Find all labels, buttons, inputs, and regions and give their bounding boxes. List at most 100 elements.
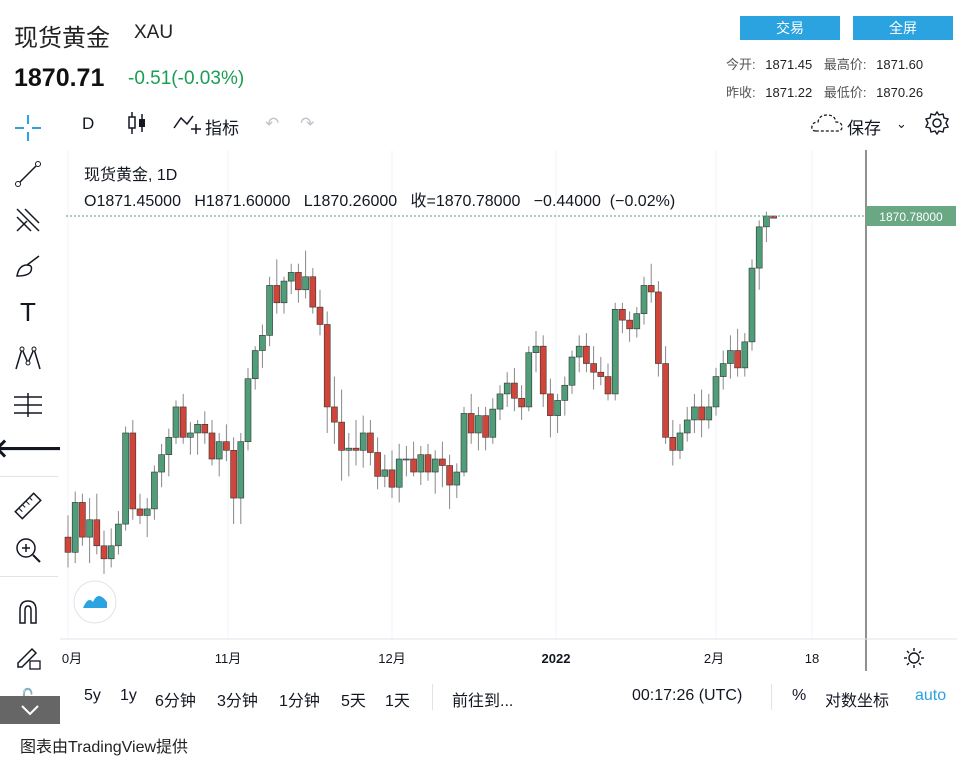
magnet-icon[interactable] [10, 594, 46, 630]
candle [410, 441, 417, 477]
pattern-icon[interactable] [10, 340, 46, 376]
candle [489, 398, 497, 444]
candle-body [583, 345, 590, 364]
chevron-down-icon[interactable]: ⌄ [896, 116, 907, 131]
x-tick-label: 18 [805, 651, 819, 666]
candle [100, 530, 108, 574]
zoom-in-icon[interactable] [10, 532, 46, 568]
candle [719, 350, 727, 390]
candle-body [727, 350, 734, 364]
candle [172, 400, 180, 444]
candle-body [590, 363, 597, 373]
candle-body [482, 415, 489, 438]
candle-body [698, 406, 705, 421]
save-button[interactable]: 保存 [847, 119, 881, 138]
candle-body [381, 469, 389, 477]
candle-body [640, 285, 648, 314]
candle-body [100, 545, 108, 560]
range-1y[interactable]: 1y [120, 687, 137, 704]
percent-toggle[interactable]: % [792, 687, 807, 704]
candle [604, 363, 612, 401]
candle-body [619, 308, 626, 321]
x-tick-label: 11月 [215, 651, 242, 666]
candle [352, 419, 360, 466]
log-scale-toggle[interactable]: 对数坐标 [825, 693, 890, 710]
candle-body [115, 523, 122, 547]
candles-icon[interactable] [126, 110, 148, 141]
candle-body [266, 285, 273, 336]
interval-button[interactable]: D [82, 114, 95, 133]
candle [388, 450, 396, 499]
candle-body [86, 519, 93, 538]
undo-icon[interactable]: ↶ [265, 114, 280, 133]
brush-icon[interactable] [10, 248, 46, 284]
candle-body [626, 319, 633, 330]
candle [705, 393, 713, 429]
candle [395, 443, 403, 503]
x-tick-label: 12月 [378, 651, 405, 666]
candle [453, 463, 461, 499]
candle-body [554, 400, 561, 416]
candle-body [511, 382, 518, 399]
tradingview-logo[interactable] [73, 580, 117, 624]
candle-body [439, 458, 446, 466]
candle-body [323, 324, 331, 408]
fib-fan-icon[interactable] [10, 202, 46, 238]
candle-body [647, 285, 655, 293]
candle [115, 511, 122, 555]
candle [575, 335, 583, 373]
candle [741, 333, 749, 377]
range-1d[interactable]: 1天 [385, 693, 410, 710]
candle-body [633, 313, 641, 330]
candle [590, 346, 597, 390]
prediction-icon[interactable] [10, 386, 46, 422]
indicators-label[interactable]: 指标 [205, 119, 239, 138]
candle [626, 311, 633, 342]
candle [712, 367, 720, 416]
candle-body [669, 437, 677, 451]
indicators-icon[interactable] [172, 110, 202, 141]
candle [525, 346, 533, 412]
candle [503, 372, 511, 407]
range-5y[interactable]: 5y [84, 687, 101, 704]
range-5d[interactable]: 5天 [341, 693, 366, 710]
candle [237, 432, 245, 525]
text-tool-icon[interactable]: T [20, 296, 36, 327]
ruler-icon[interactable] [10, 488, 46, 524]
sun-icon[interactable] [904, 648, 924, 668]
range-3min[interactable]: 3分钟 [217, 693, 258, 710]
range-1min[interactable]: 1分钟 [279, 693, 320, 710]
redo-icon[interactable]: ↷ [300, 114, 315, 133]
candle-body [136, 508, 144, 516]
candle-body [165, 437, 173, 455]
gear-icon[interactable] [924, 110, 950, 141]
candle [316, 289, 324, 336]
candle-body [331, 406, 338, 423]
bottom-divider [432, 684, 433, 710]
candle [511, 367, 518, 412]
time-axis-labels: 0月 11月 12月 2022 2月 18 [62, 651, 819, 666]
bottom-toolbar: 5y 1y 6分钟 3分钟 1分钟 5天 1天 前往到... 00:17:26 … [60, 684, 957, 712]
candle [107, 528, 115, 568]
candle [93, 493, 101, 555]
fullscreen-button[interactable]: 全屏 [853, 16, 953, 40]
candle-body [467, 413, 475, 434]
cloud-icon[interactable] [810, 112, 844, 139]
auto-scale-toggle[interactable]: auto [915, 687, 947, 704]
candle-body [143, 508, 151, 516]
candle-body [237, 441, 245, 499]
crosshair-icon[interactable] [10, 110, 46, 146]
candle-body [280, 280, 288, 304]
candle [208, 419, 216, 466]
candle-body [367, 432, 374, 453]
candle-body [475, 415, 482, 434]
price-chart[interactable]: 1870.78000 现货黄金, 1D O1871.45000 H1871.60… [0, 144, 957, 684]
collapse-toolbar-button[interactable] [0, 696, 60, 724]
trade-button[interactable]: 交易 [740, 16, 840, 40]
candle-body [201, 423, 209, 434]
trend-line-icon[interactable] [10, 156, 46, 192]
lock-drawings-icon[interactable] [10, 638, 46, 674]
candle [280, 276, 288, 314]
range-6min[interactable]: 6分钟 [155, 693, 196, 710]
goto-date-button[interactable]: 前往到... [452, 693, 514, 710]
